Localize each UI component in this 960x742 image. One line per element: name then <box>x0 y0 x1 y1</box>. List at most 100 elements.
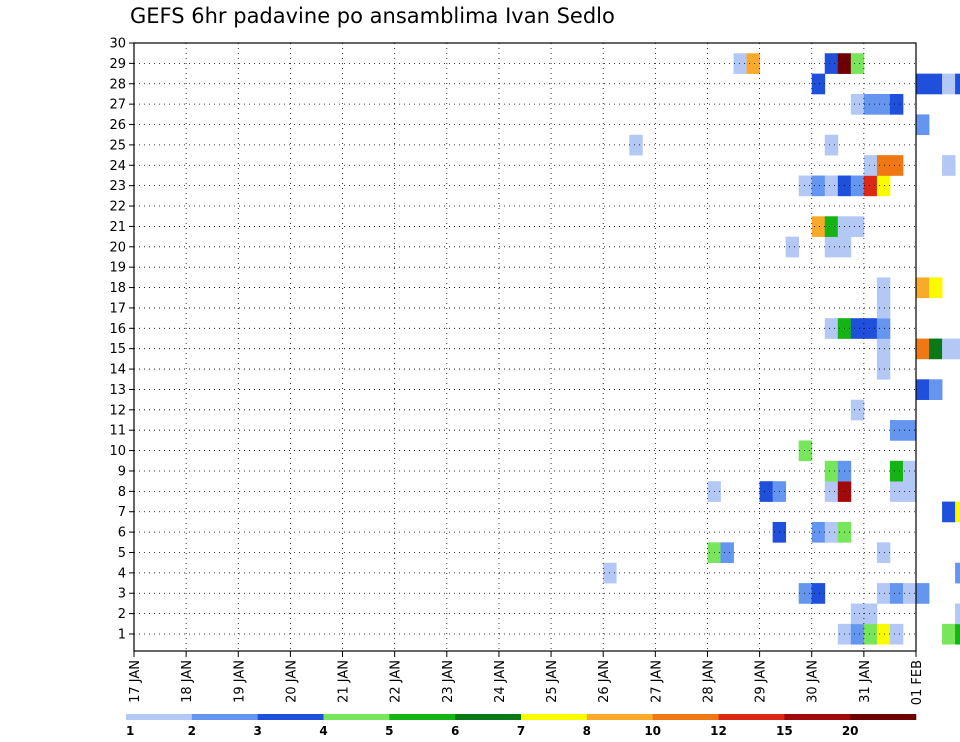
y-tick-label: 16 <box>109 322 126 337</box>
heatmap-cell <box>811 73 826 95</box>
x-tick-label: 19 JAN <box>232 660 247 703</box>
heatmap-cell <box>824 481 839 502</box>
heatmap-cell <box>824 175 839 197</box>
colorbar-segment <box>586 714 653 720</box>
heatmap-cell <box>942 155 956 176</box>
colorbar-segment <box>784 714 851 720</box>
heatmap-cell <box>876 318 891 339</box>
heatmap-cell <box>824 460 839 482</box>
colorbar-label: 2 <box>188 724 196 738</box>
heatmap-cell <box>798 583 813 604</box>
heatmap-cell <box>629 134 643 156</box>
heatmap-cell <box>942 338 956 360</box>
colorbar-segment <box>850 714 917 720</box>
heatmap-cell <box>863 318 878 339</box>
heatmap-cell <box>863 175 878 197</box>
x-tick-label: 31 JAN <box>858 660 873 703</box>
y-tick-label: 9 <box>118 464 126 479</box>
y-tick-label: 2 <box>118 607 126 622</box>
x-tick-label: 20 JAN <box>284 660 299 703</box>
heatmap-cell <box>785 236 800 258</box>
y-tick-label: 3 <box>118 587 126 602</box>
x-tick-label: 24 JAN <box>493 660 508 703</box>
heatmap-cell <box>942 501 956 523</box>
colorbar-label: 3 <box>253 724 261 738</box>
colorbar-label: 8 <box>583 724 591 738</box>
heatmap-cell <box>850 53 865 74</box>
y-tick-label: 20 <box>109 240 126 255</box>
heatmap-cell <box>811 175 826 197</box>
colorbar-label: 10 <box>644 724 661 738</box>
y-tick-label: 25 <box>109 138 126 153</box>
y-tick-label: 7 <box>118 505 126 520</box>
y-tick-label: 12 <box>109 403 126 418</box>
heatmap-cell <box>824 521 839 543</box>
y-tick-label: 27 <box>109 98 126 113</box>
heatmap-cell <box>850 623 865 645</box>
heatmap-cell <box>746 53 760 74</box>
heatmap-cell <box>916 114 930 136</box>
heatmap-cell <box>811 216 826 237</box>
colorbar-segment <box>323 714 390 720</box>
heatmap-cell <box>850 399 865 421</box>
colorbar-label: 1 <box>126 724 134 738</box>
colorbar-legend: 1 2 3 4 5 6 7 8 10 12 15 20 <box>126 714 917 738</box>
heatmap-cell <box>916 583 930 604</box>
heatmap-cell <box>824 216 839 237</box>
colorbar-segment <box>455 714 522 720</box>
x-tick-label: 27 JAN <box>649 660 664 703</box>
y-tick-label: 10 <box>109 444 126 459</box>
heatmap-cell <box>720 542 734 564</box>
heatmap-cell <box>889 583 904 604</box>
y-tick-label: 30 <box>109 37 126 52</box>
heatmap-cell <box>811 521 826 543</box>
heatmap-cell <box>889 420 904 441</box>
heatmap-cell <box>955 603 960 625</box>
colorbar-label: 5 <box>385 724 393 738</box>
y-tick-label: 15 <box>109 342 126 357</box>
heatmap-cell <box>876 94 891 115</box>
y-tick-label: 18 <box>109 281 126 296</box>
x-tick-label: 26 JAN <box>597 660 612 703</box>
heatmap-cells <box>603 53 960 645</box>
colorbar-segment <box>257 714 324 720</box>
colorbar-segment <box>126 714 193 720</box>
heatmap-cell <box>811 583 826 604</box>
heatmap-cell <box>759 481 774 502</box>
heatmap-cell <box>876 542 891 564</box>
colorbar-label: 12 <box>710 724 727 738</box>
heatmap-cell <box>942 623 956 645</box>
x-tick-label: 18 JAN <box>180 660 195 703</box>
x-tick-label: 21 JAN <box>337 660 352 703</box>
colorbar-segment <box>191 714 258 720</box>
y-tick-label: 23 <box>109 179 126 194</box>
heatmap-cell <box>863 94 878 115</box>
plot-frame <box>133 42 917 652</box>
heatmap-cell <box>929 379 943 400</box>
y-tick-label: 17 <box>109 301 126 316</box>
y-tick-label: 28 <box>109 77 126 92</box>
heatmap-cell <box>863 155 878 176</box>
colorbar-segment <box>652 714 719 720</box>
heatmap-cell <box>916 338 930 360</box>
heatmap-cell <box>850 175 865 197</box>
heatmap-cell <box>929 277 943 299</box>
heatmap-cell <box>850 603 865 625</box>
heatmap-cell <box>955 338 960 360</box>
heatmap-cell <box>889 460 904 482</box>
y-axis: 1234567891011121314151617181920212223242… <box>109 37 134 643</box>
y-tick-label: 4 <box>118 566 126 581</box>
heatmap-cell <box>955 501 960 523</box>
heatmap-cell <box>824 134 839 156</box>
heatmap-cell <box>889 481 904 502</box>
heatmap-cell <box>876 358 891 380</box>
x-tick-label: 29 JAN <box>754 660 769 703</box>
heatmap-cell <box>863 603 878 625</box>
heatmap-cell <box>942 73 956 95</box>
colorbar-segment <box>389 714 456 720</box>
heatmap-cell <box>850 318 865 339</box>
heatmap-cell <box>824 53 839 74</box>
colorbar-segment <box>718 714 785 720</box>
chart-title: GEFS 6hr padavine po ansamblima Ivan Sed… <box>130 4 615 28</box>
